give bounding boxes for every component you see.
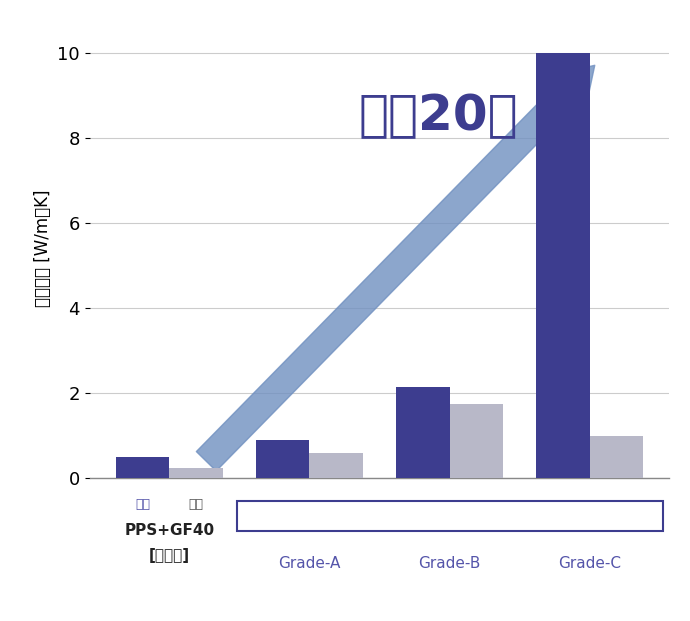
Bar — [450, 404, 503, 478]
Text: 最大20倍: 最大20倍 — [359, 93, 518, 140]
FancyBboxPatch shape — [237, 501, 662, 531]
Bar — [169, 468, 223, 478]
Text: 「QLEASE」レジンタイプ: 「QLEASE」レジンタイプ — [383, 509, 516, 524]
Text: 平行: 平行 — [135, 497, 150, 510]
Y-axis label: 熱伝導率 [W/m・K]: 熱伝導率 [W/m・K] — [34, 189, 52, 307]
Text: [汎用材]: [汎用材] — [149, 548, 190, 563]
Text: Grade-B: Grade-B — [418, 556, 481, 571]
Bar — [256, 440, 309, 478]
Bar — [396, 387, 450, 478]
Text: PPS+GF40: PPS+GF40 — [124, 523, 215, 538]
Bar — [116, 457, 169, 478]
FancyArrowPatch shape — [197, 65, 595, 471]
Bar — [590, 435, 643, 478]
Text: Grade-A: Grade-A — [278, 556, 341, 571]
Bar — [536, 53, 590, 478]
Text: Grade-C: Grade-C — [558, 556, 621, 571]
Text: 垂直: 垂直 — [188, 497, 204, 510]
Bar — [309, 453, 363, 478]
